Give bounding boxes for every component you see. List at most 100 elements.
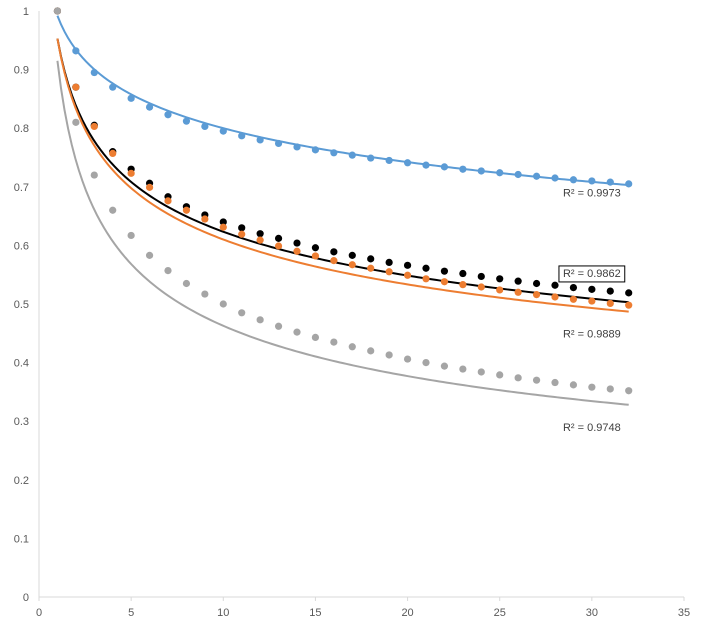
point-series-0 [127,94,135,102]
point-series-0 [606,178,614,186]
point-series-0 [403,159,412,167]
point-series-2 [569,295,578,303]
point-series-3 [496,371,504,379]
point-series-0 [477,167,485,175]
point-series-1 [496,275,504,283]
point-series-2 [403,271,412,279]
point-series-0 [201,122,209,131]
point-series-1 [532,279,541,288]
point-series-0 [182,117,191,125]
point-series-2 [477,283,485,291]
point-series-3 [256,316,264,324]
trendline-1 [56,38,629,304]
point-series-1 [219,218,227,226]
y-tick-label: 0.2 [14,475,29,487]
x-tick-label: 0 [36,607,42,619]
trendlines [56,15,629,406]
x-tick-label: 20 [401,607,413,619]
point-series-1 [367,255,375,263]
point-series-3 [293,328,301,336]
y-tick-label: 0.5 [14,299,29,311]
point-series-2 [109,149,117,157]
point-series-2 [606,299,614,308]
point-series-3 [348,343,356,351]
r-squared-box [558,265,626,283]
trendline-3 [56,60,629,406]
point-series-1 [238,224,246,232]
x-tick-label: 30 [586,607,598,619]
trendline-0 [56,15,629,187]
point-series-2 [293,247,301,255]
point-series-0 [625,180,633,188]
point-series-3 [459,365,467,373]
point-series-3 [606,385,614,393]
y-tick-label: 0.4 [14,358,29,370]
point-series-0 [145,103,154,111]
r-squared-label: R² = 0.9889 [563,328,621,340]
point-series-0 [440,163,449,171]
point-series-0 [330,149,338,157]
point-series-2 [459,281,467,289]
x-tick-label: 35 [678,607,690,619]
point-series-0 [422,161,430,169]
point-series-2 [164,197,172,205]
point-series-0 [72,47,80,55]
point-series-0 [385,156,393,165]
y-tick-label: 1 [23,6,29,18]
point-series-2 [219,223,227,231]
y-tick-label: 0.9 [14,65,29,77]
point-series-3 [109,206,117,214]
y-tick-label: 0.8 [14,123,29,135]
point-series-0 [367,154,375,162]
point-series-0 [569,176,578,184]
point-series-2 [201,215,209,223]
point-series-3 [551,378,559,387]
point-series-3 [72,118,80,126]
point-series-2 [422,275,430,283]
point-series-3 [90,171,98,179]
point-series-1 [440,267,449,275]
trendline-2 [56,38,629,313]
point-series-1 [588,285,596,293]
point-series-1 [293,239,301,247]
point-series-1 [606,287,614,295]
point-series-3 [164,266,172,275]
point-series-3 [403,355,412,363]
point-series-3 [201,290,209,298]
data-points [53,7,633,395]
y-tick-label: 0 [23,592,29,604]
point-series-1 [422,264,430,272]
point-series-0 [238,132,246,140]
point-series-2 [496,286,504,294]
point-series-2 [182,206,191,214]
point-series-3 [422,359,430,367]
point-series-3 [219,300,227,308]
point-series-2 [588,297,596,305]
point-series-0 [164,111,172,119]
point-series-1 [348,251,356,259]
point-series-3 [569,381,578,389]
point-series-1 [551,281,559,289]
point-series-3 [238,309,246,317]
point-series-3 [440,362,449,370]
point-series-3 [182,279,191,288]
r-squared-label: R² = 0.9748 [563,422,621,434]
r-squared-label: R² = 0.9973 [563,188,621,200]
point-series-2 [145,183,154,191]
point-series-0 [293,143,301,151]
point-series-0 [496,169,504,177]
point-series-2 [532,291,541,299]
point-series-1 [256,230,264,238]
point-series-1 [459,269,467,278]
point-series-2 [90,122,98,131]
point-series-1 [403,261,412,269]
point-series-2 [72,83,80,91]
point-series-1 [514,277,522,285]
point-series-3 [330,338,338,346]
point-series-2 [256,236,264,244]
point-series-1 [385,258,393,266]
point-series-0 [274,139,283,148]
point-series-0 [532,172,541,180]
point-series-0 [90,68,98,77]
